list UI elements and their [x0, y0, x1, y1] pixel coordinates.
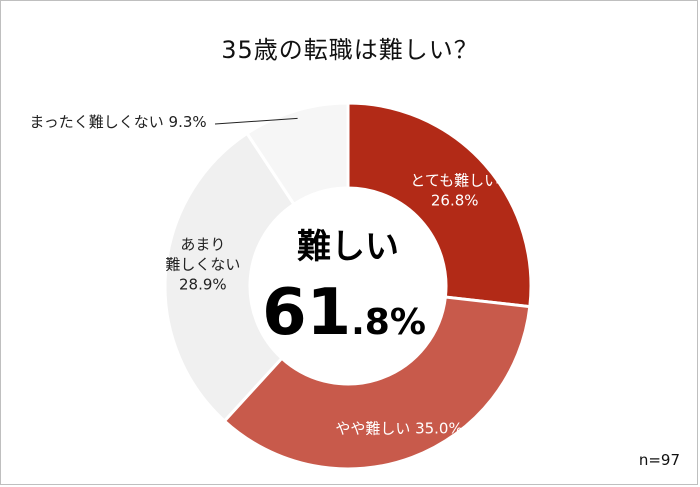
slice-label-3-line-2: 難しくない: [165, 256, 240, 274]
slice-label-3-line-3: 28.9%: [179, 276, 227, 294]
slice-label-3-line-1: あまり: [180, 236, 225, 254]
center-value-int: 61: [262, 276, 351, 350]
donut-slices: [163, 101, 533, 471]
slice-2: [222, 295, 532, 471]
slice-label-1-line-2: 26.8%: [431, 192, 479, 210]
center-word: 難しい: [297, 227, 399, 267]
chart-title: 35歳の転職は難しい？: [221, 36, 479, 64]
center-value: 61.8%: [262, 276, 426, 350]
slice-4: [244, 101, 350, 207]
leader-line: [214, 117, 298, 125]
slice-1: [346, 101, 533, 309]
slice-3: [163, 131, 297, 424]
slice-label-1-line-1: とても難しい: [410, 172, 499, 190]
slice-label-2-line-1: やや難しい 35.0%: [335, 419, 462, 437]
sample-size: n=97: [638, 451, 680, 469]
center-value-dec: .8%: [351, 302, 426, 343]
slice-label-4-line-1: まったく難しくない 9.3%: [29, 113, 206, 131]
